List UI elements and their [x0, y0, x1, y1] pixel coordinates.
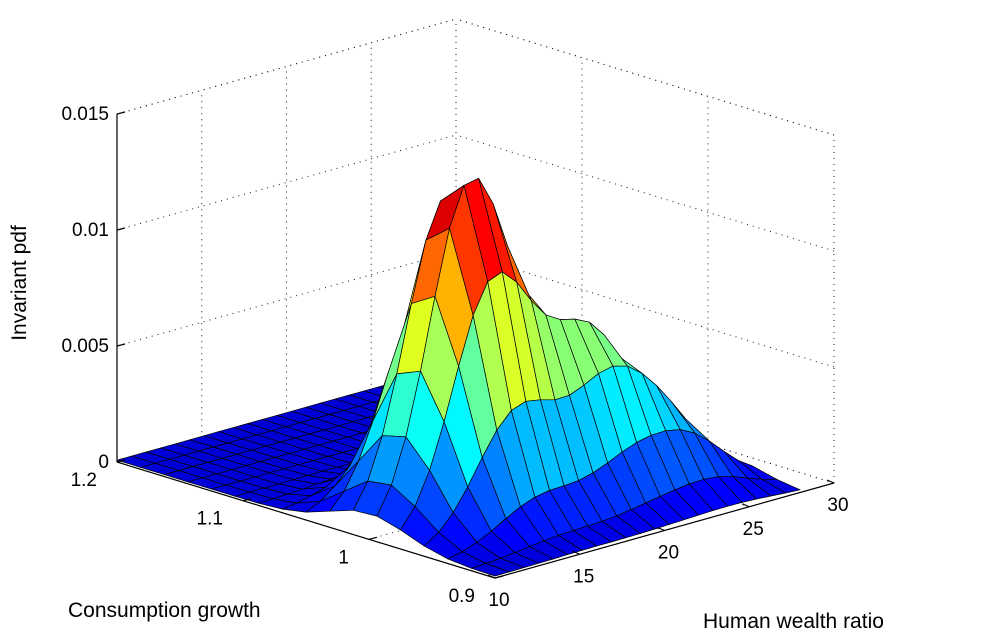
- x-tick-label: 15: [573, 566, 594, 587]
- x-tick: [826, 479, 835, 484]
- z-tick-label: 0.005: [61, 336, 109, 357]
- grid-line: [455, 18, 835, 136]
- y-axis-label: Consumption growth: [68, 599, 261, 622]
- x-tick: [572, 550, 580, 555]
- x-axis-label: Human wealth ratio: [703, 610, 884, 633]
- y-tick-label: 0.9: [449, 586, 475, 607]
- z-tick-label: 0.01: [72, 220, 109, 241]
- grid-line: [116, 18, 457, 115]
- y-tick: [242, 498, 252, 502]
- grid-line: [455, 134, 835, 252]
- y-tick-label: 1: [338, 547, 349, 568]
- x-tick: [742, 503, 750, 508]
- axes: [116, 111, 835, 579]
- y-tick-label: 1.1: [197, 509, 223, 530]
- y-axis-line: [116, 461, 496, 579]
- y-tick: [368, 536, 378, 540]
- x-tick: [487, 574, 496, 579]
- surface-mesh: [116, 177, 801, 577]
- y-tick: [494, 575, 504, 579]
- x-tick: [657, 526, 665, 532]
- z-axis-label: Invariant pdf: [8, 225, 31, 341]
- z-tick-label: 0.015: [61, 104, 109, 125]
- grid-line: [116, 18, 457, 115]
- z-tick-label: 0: [98, 452, 109, 473]
- x-tick-label: 25: [743, 519, 764, 540]
- tick-labels: 0 0.005 0.01 0.015 0.9 1 1.1 1.2 10 15 20 25 30: [61, 104, 848, 611]
- z-tick: [116, 111, 126, 115]
- x-tick-label: 30: [827, 495, 848, 516]
- x-tick-label: 20: [658, 543, 679, 564]
- z-tick: [116, 227, 126, 231]
- y-tick-label: 1.2: [71, 470, 97, 491]
- z-tick: [116, 343, 126, 347]
- x-tick-label: 10: [488, 590, 509, 611]
- surface-facet: [471, 563, 510, 577]
- y-tick: [116, 459, 126, 463]
